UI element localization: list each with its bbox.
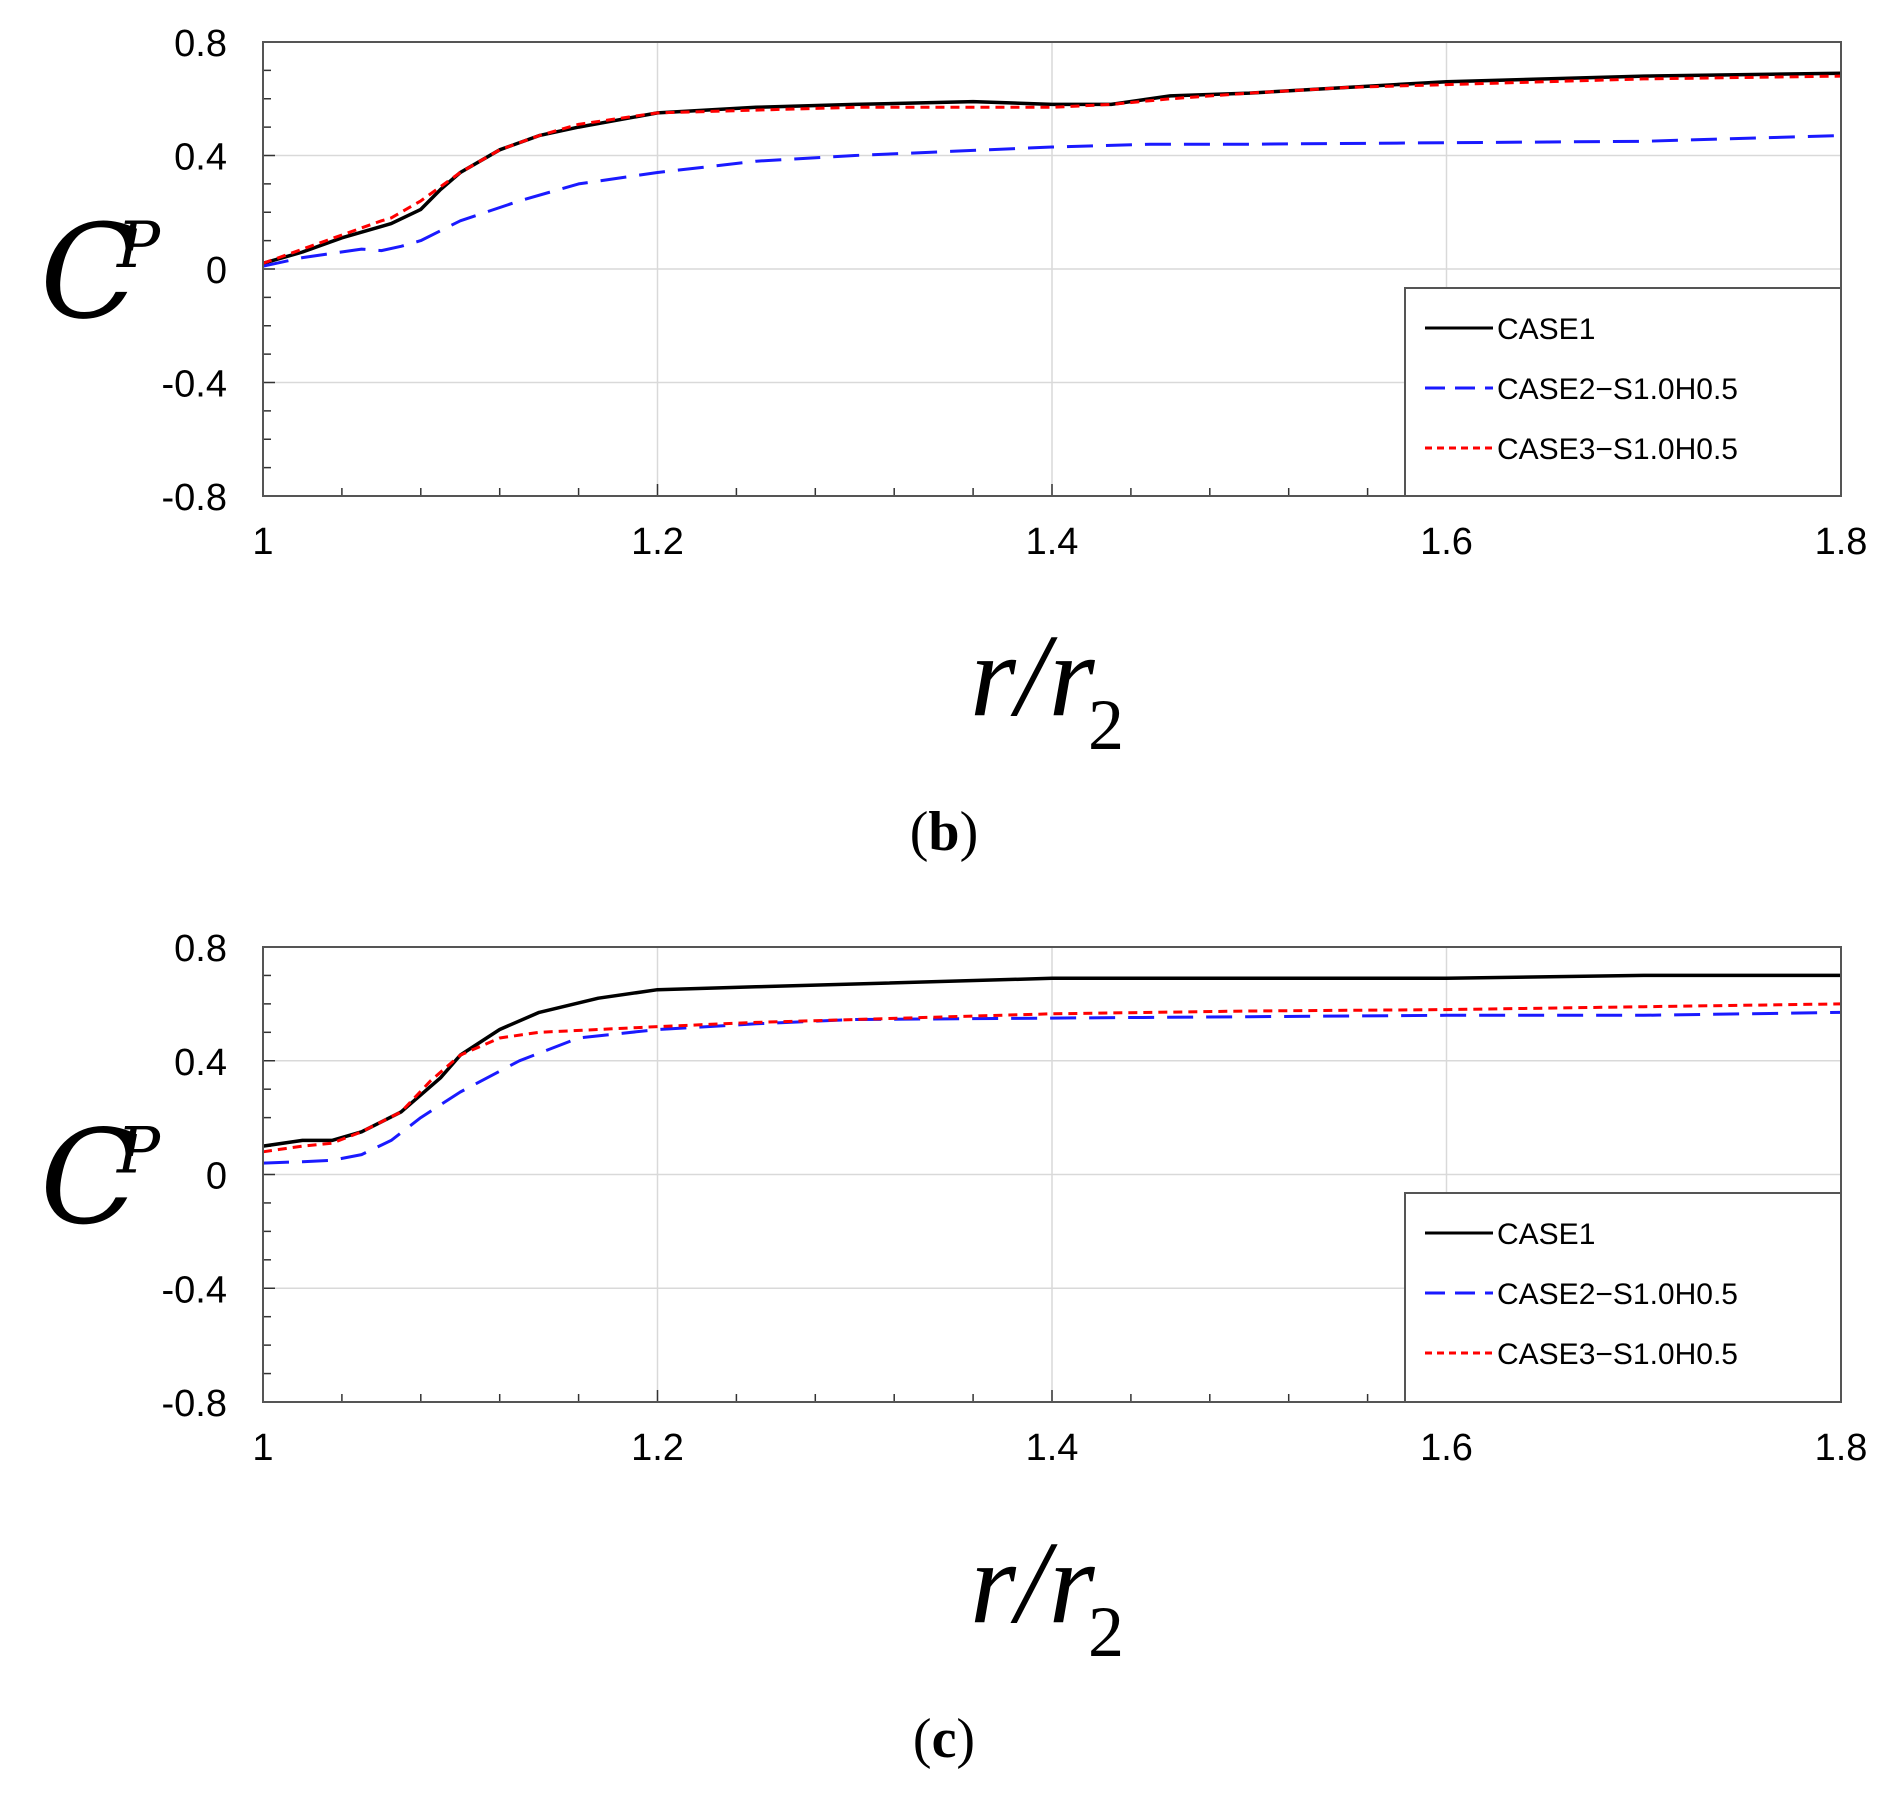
y-axis-label-subscript: P — [116, 209, 161, 283]
y-axis-label-subscript: P — [116, 1115, 161, 1189]
x-tick-label: 1.8 — [1815, 1427, 1868, 1469]
chart-panel-c: 1 1.2 1.4 1.6 1.80.80.40-0.4-0.8CPr/r2CASE1C… — [40, 928, 1867, 1770]
y-axis-label: C — [40, 1102, 139, 1254]
legend-label-1: CASE1 — [1497, 313, 1595, 346]
legend-box — [1404, 287, 1842, 497]
y-tick-label: 0 — [206, 1156, 227, 1198]
legend: CASE1 CASE2−S1.0H0.5 CASE3−S1.0H0.5 — [1404, 1192, 1842, 1403]
legend-label-2: CASE2−S1.0H0.5 — [1497, 1278, 1738, 1311]
legend-box — [1404, 1192, 1842, 1403]
y-tick-label: 0.8 — [174, 23, 227, 65]
y-tick-label: -0.8 — [162, 477, 227, 519]
y-tick-label: 0 — [206, 250, 227, 292]
x-tick-label: 1.8 — [1815, 521, 1868, 563]
x-tick-label: 1.6 — [1420, 1427, 1473, 1469]
legend: CASE1 CASE2−S1.0H0.5 CASE3−S1.0H0.5 — [1404, 287, 1842, 497]
legend-label-2: CASE2−S1.0H0.5 — [1497, 373, 1738, 406]
series-line-3 — [262, 74, 1842, 265]
panel-label: (b) — [910, 801, 978, 863]
series-line-3 — [262, 1002, 1842, 1154]
legend-label-3: CASE3−S1.0H0.5 — [1497, 1338, 1738, 1371]
plot-frame — [262, 946, 1842, 1403]
panel-label: (c) — [913, 1708, 975, 1770]
x-tick-label: 1.6 — [1420, 521, 1473, 563]
series-group — [262, 973, 1842, 1165]
x-tick-label: 1.2 — [631, 521, 684, 563]
y-tick-label: -0.4 — [162, 364, 227, 406]
x-axis-label-subscript: 2 — [1088, 685, 1124, 765]
y-axis-label: C — [40, 196, 139, 348]
x-axis-label: r/r — [970, 1517, 1096, 1648]
legend-label-3: CASE3−S1.0H0.5 — [1497, 433, 1738, 466]
series-line-2 — [262, 134, 1842, 268]
series-group — [262, 71, 1842, 268]
x-axis-label: r/r — [970, 610, 1096, 741]
x-tick-label: 1.2 — [631, 1427, 684, 1469]
x-axis-label-subscript: 2 — [1088, 1592, 1124, 1672]
plot-frame — [262, 41, 1842, 497]
x-tick-label: 1.4 — [1026, 521, 1079, 563]
y-tick-label: 0.8 — [174, 928, 227, 970]
series-line-2 — [262, 1010, 1842, 1165]
chart-panel-b: 1 1.2 1.4 1.6 1.80.80.40-0.4-0.8CPr/r2CASE1C… — [40, 23, 1867, 863]
x-tick-label: 1.4 — [1026, 1427, 1079, 1469]
y-tick-label: 0.4 — [174, 137, 227, 179]
y-tick-label: -0.4 — [162, 1269, 227, 1311]
x-tick-label: 1 — [252, 1427, 273, 1469]
legend-label-1: CASE1 — [1497, 1218, 1595, 1251]
y-tick-label: 0.4 — [174, 1042, 227, 1084]
x-tick-label: 1 — [252, 521, 273, 563]
y-tick-label: -0.8 — [162, 1383, 227, 1425]
